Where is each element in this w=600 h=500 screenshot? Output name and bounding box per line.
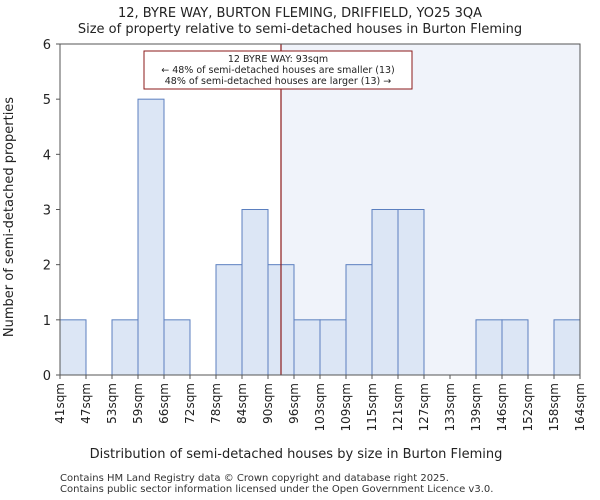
x-tick-label: 115sqm xyxy=(365,383,379,431)
bar xyxy=(111,319,139,376)
bar xyxy=(475,319,503,376)
x-tick-label: 96sqm xyxy=(287,383,301,424)
x-tick-label: 146sqm xyxy=(495,383,509,431)
x-tick-label: 139sqm xyxy=(469,383,483,431)
x-tick-label: 133sqm xyxy=(443,383,457,431)
annotation-line-2: ← 48% of semi-detached houses are smalle… xyxy=(161,65,395,76)
x-tick-label: 53sqm xyxy=(105,383,119,424)
x-tick-label: 78sqm xyxy=(209,383,223,424)
annotation-line-3: 48% of semi-detached houses are larger (… xyxy=(165,76,392,87)
bar xyxy=(163,319,191,376)
bar xyxy=(59,319,87,376)
annotation-line-1: 12 BYRE WAY: 93sqm xyxy=(228,54,328,65)
x-tick-label: 164sqm xyxy=(573,383,587,431)
y-tick-label: 5 xyxy=(43,93,51,108)
x-tick-label: 66sqm xyxy=(157,383,171,424)
x-tick-label: 103sqm xyxy=(313,383,327,431)
y-tick-label: 0 xyxy=(43,369,51,384)
x-tick-label: 72sqm xyxy=(183,383,197,424)
x-tick-label: 59sqm xyxy=(131,383,145,424)
chart-subtitle: Size of property relative to semi-detach… xyxy=(78,22,522,37)
bar xyxy=(371,209,399,376)
x-tick-label: 121sqm xyxy=(391,383,405,431)
x-tick-label: 109sqm xyxy=(339,383,353,431)
bar xyxy=(397,209,425,376)
bar xyxy=(241,209,269,376)
bar xyxy=(319,319,347,376)
x-tick-label: 90sqm xyxy=(261,383,275,424)
x-tick-label: 84sqm xyxy=(235,383,249,424)
x-tick-label: 41sqm xyxy=(53,383,67,424)
bar xyxy=(345,264,373,376)
x-axis-label: Distribution of semi-detached houses by … xyxy=(90,447,503,462)
footer-line-1: Contains HM Land Registry data © Crown c… xyxy=(60,473,449,484)
bar xyxy=(293,319,321,376)
x-tick-label: 47sqm xyxy=(79,383,93,424)
y-tick-label: 1 xyxy=(43,314,51,329)
bar xyxy=(553,319,581,376)
bar xyxy=(137,98,165,376)
x-tick-label: 127sqm xyxy=(417,383,431,431)
bar xyxy=(215,264,243,376)
y-tick-label: 2 xyxy=(43,259,51,274)
y-tick-label: 6 xyxy=(43,38,51,53)
y-axis-label: Number of semi-detached properties xyxy=(2,97,17,337)
annotation-box: 12 BYRE WAY: 93sqm ← 48% of semi-detache… xyxy=(143,50,413,90)
x-tick-label: 158sqm xyxy=(547,383,561,431)
footer-line-2: Contains public sector information licen… xyxy=(60,484,494,495)
bar xyxy=(501,319,529,376)
chart-title: 12, BYRE WAY, BURTON FLEMING, DRIFFIELD,… xyxy=(118,6,482,21)
y-tick-label: 4 xyxy=(43,148,51,163)
y-tick-label: 3 xyxy=(43,204,51,219)
x-tick-label: 152sqm xyxy=(521,383,535,431)
